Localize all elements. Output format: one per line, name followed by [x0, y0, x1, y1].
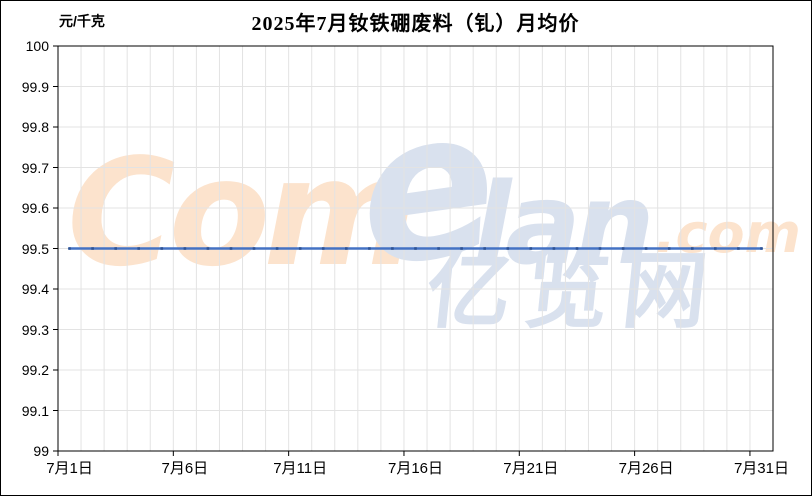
y-axis-tick-label: 99.1 [21, 402, 49, 419]
y-axis-tick-label: 99.7 [21, 159, 49, 176]
y-axis-unit-label: 元/千克 [59, 13, 105, 29]
y-axis-tick-label: 99.6 [21, 200, 49, 216]
x-axis-tick-label: 7月1日 [46, 460, 93, 477]
x-axis-tick-label: 7月26日 [618, 460, 674, 477]
y-axis-tick-label: 99.2 [21, 362, 49, 378]
watermark-cn-text: 亿览网 [421, 242, 727, 340]
y-axis-tick-label: 99.9 [21, 78, 49, 95]
y-axis-tick-label: 99.8 [21, 119, 49, 135]
y-axis-tick-label: 99 [33, 443, 49, 459]
y-axis-tick-label: 99.3 [21, 321, 49, 338]
chart-title: 2025年7月钕铁硼废料（钆）月均价 [251, 13, 580, 35]
x-axis-tick-label: 7月21日 [503, 460, 559, 477]
y-axis-tick-label: 99.4 [21, 281, 49, 297]
x-axis-tick-label: 7月6日 [161, 460, 209, 477]
x-axis-tick-label: 7月11日 [273, 460, 328, 477]
x-axis-labels: 7月1日 7月6日 7月11日 7月16日 7月21日 7月26日 7月31日 [1, 457, 811, 481]
y-axis-tick-label: 99.5 [21, 240, 49, 257]
x-axis-tick-label: 7月16日 [387, 460, 444, 477]
y-axis-tick-label: 100 [25, 38, 49, 54]
y-axis-labels: 100 99.9 99.8 99.7 99.6 99.5 99.4 99.3 99.2 99.1 9… [1, 1, 49, 495]
x-axis-tick-label: 7月31日 [733, 460, 789, 477]
